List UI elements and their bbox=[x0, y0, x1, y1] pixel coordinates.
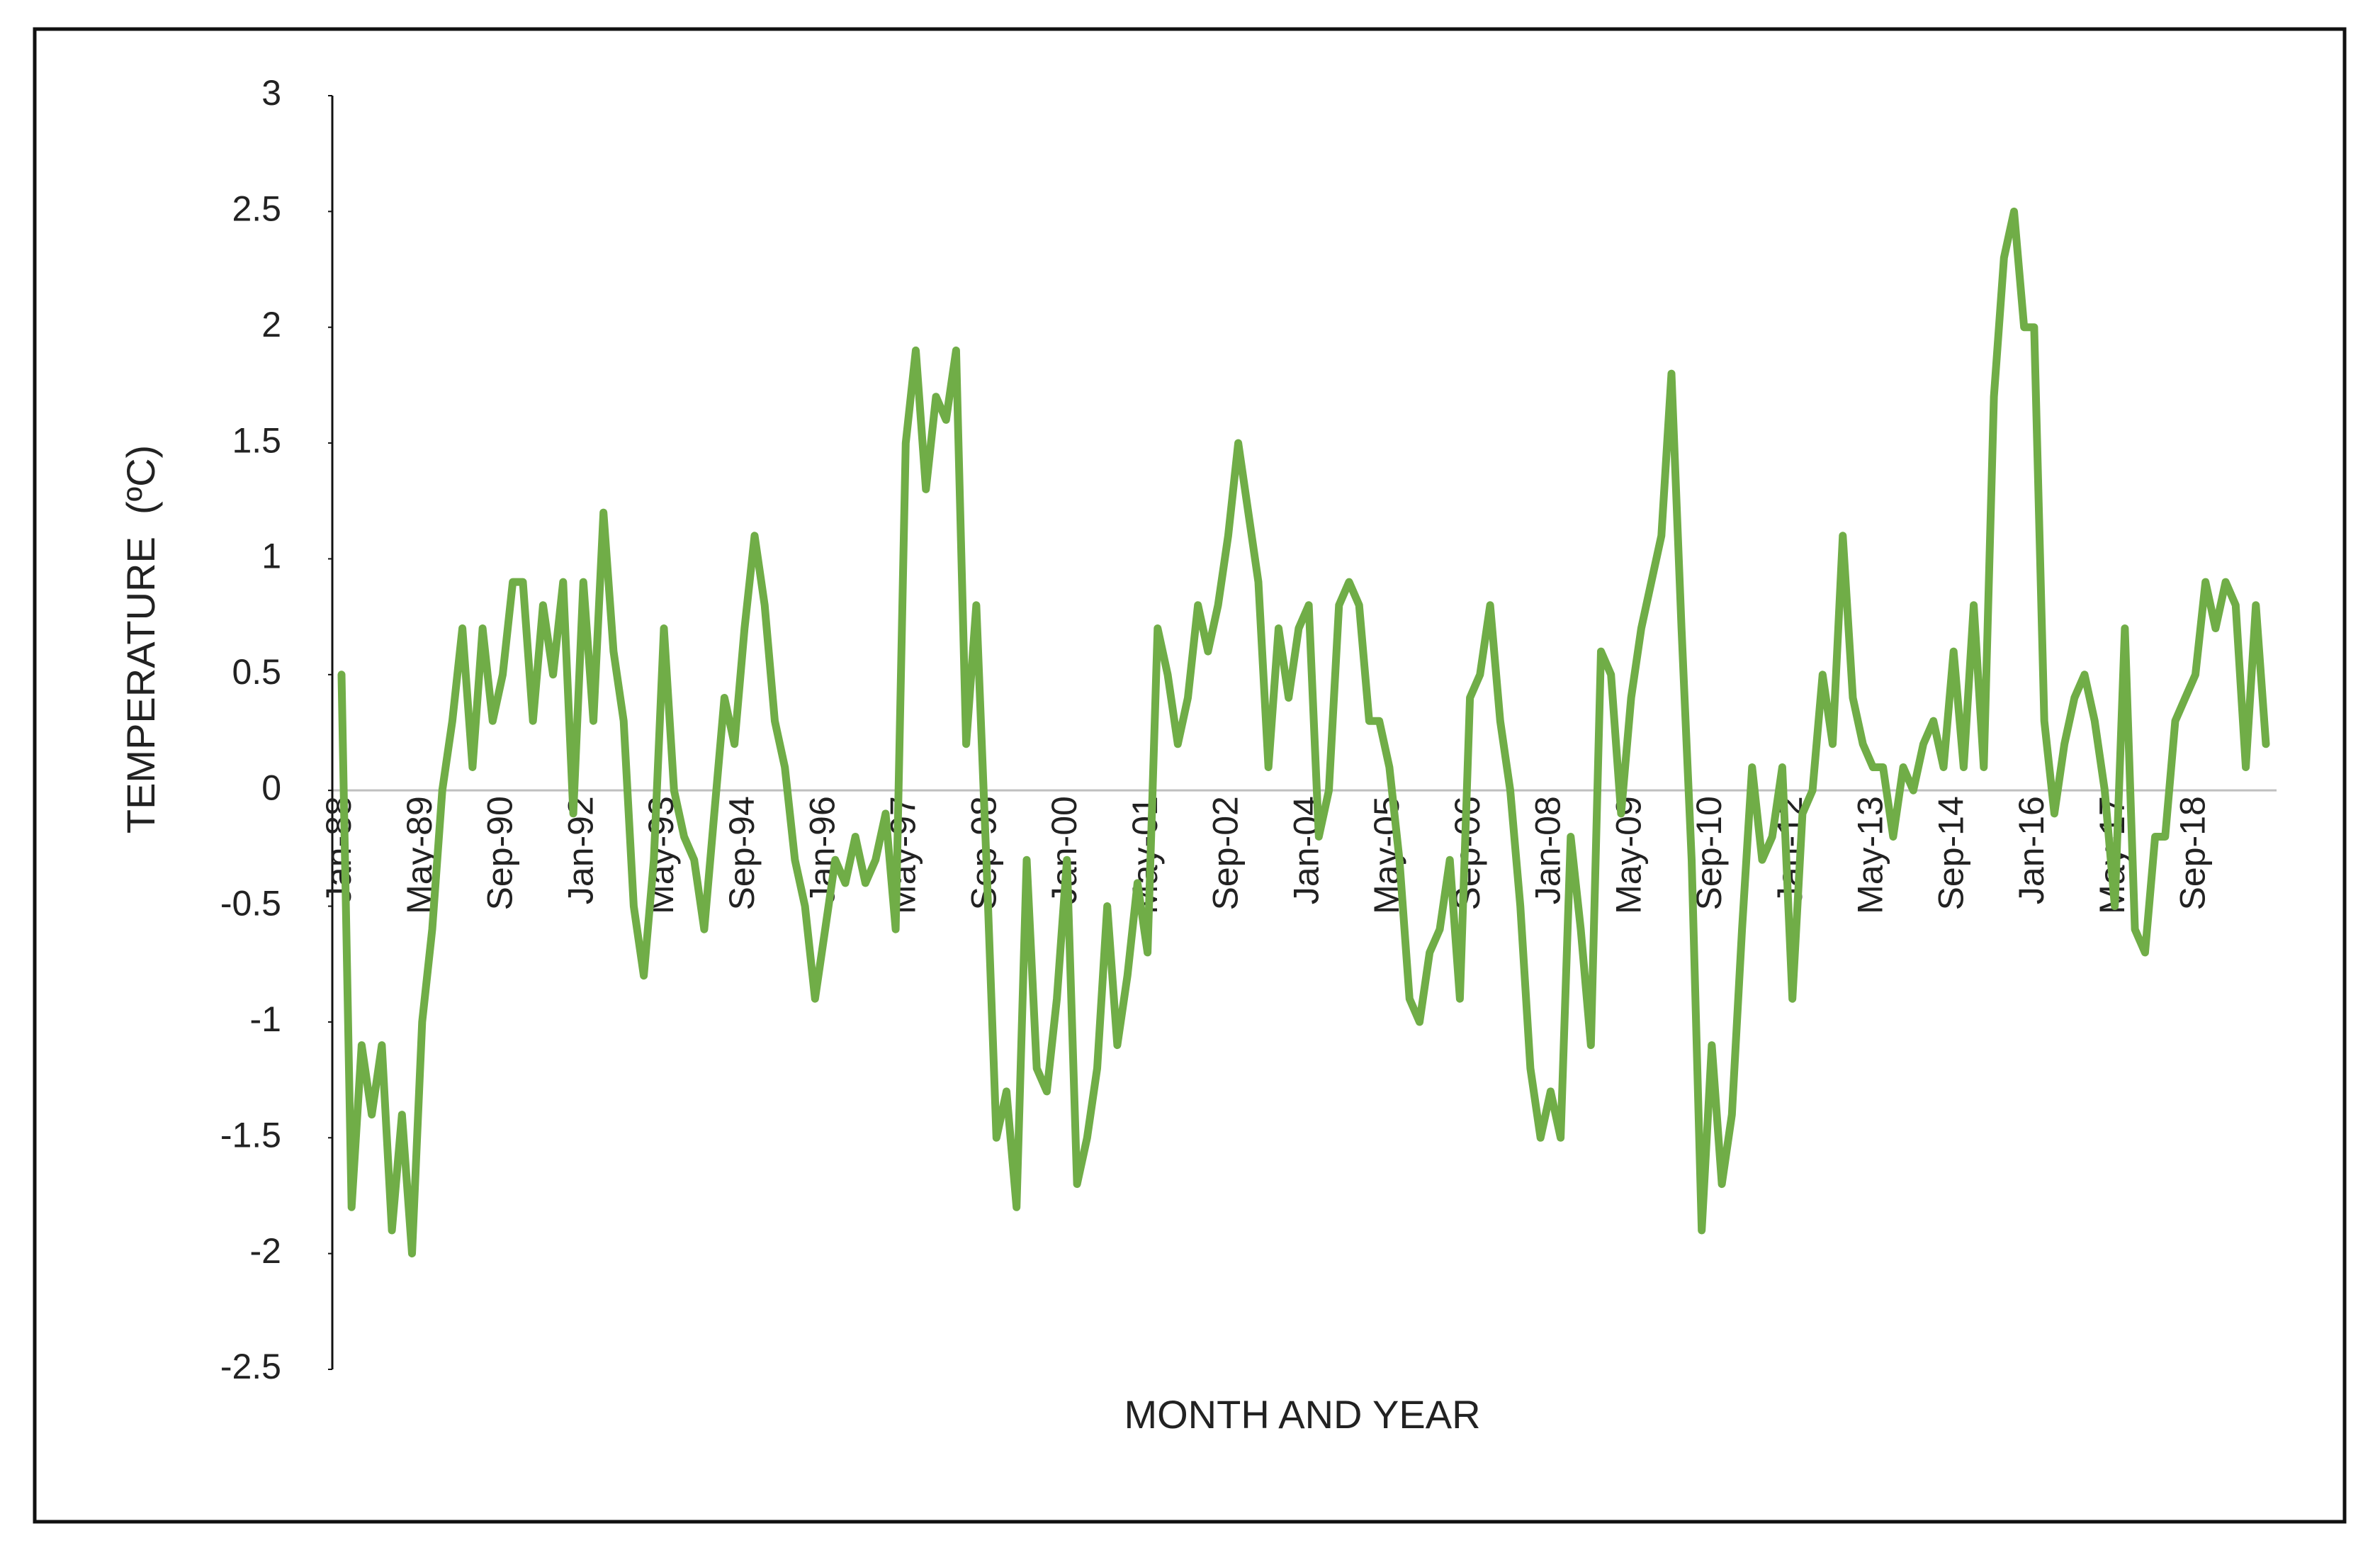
y-tick-label: 2.5 bbox=[232, 189, 281, 229]
x-tick-label: May-01 bbox=[1125, 796, 1165, 914]
y-tick-label: 1 bbox=[261, 537, 281, 576]
y-tick-label: 3 bbox=[261, 73, 281, 113]
y-tick-label: -2.5 bbox=[220, 1347, 281, 1386]
x-tick-label: Sep-02 bbox=[1206, 796, 1246, 910]
x-tick-label: Sep-90 bbox=[480, 796, 520, 910]
chart-border bbox=[33, 27, 2347, 1524]
x-axis-title: MONTH AND YEAR bbox=[1124, 1392, 1480, 1437]
y-tick-label: 0.5 bbox=[232, 652, 281, 692]
x-tick-label: Sep-18 bbox=[2173, 796, 2213, 910]
y-tick-label: 0 bbox=[261, 768, 281, 807]
y-tick-label: -0.5 bbox=[220, 884, 281, 924]
data-line bbox=[337, 207, 2270, 1258]
x-tick-label: Jan-16 bbox=[2012, 796, 2051, 904]
x-tick-label: May-13 bbox=[1851, 796, 1890, 914]
x-tick-label: May-09 bbox=[1608, 796, 1648, 914]
y-tick-label: 1.5 bbox=[232, 420, 281, 460]
y-tick-label: -1 bbox=[250, 999, 281, 1039]
x-tick-label: Sep-14 bbox=[1931, 796, 1970, 910]
x-tick-label: Jan-08 bbox=[1528, 796, 1568, 904]
x-tick-label: Jan-92 bbox=[560, 796, 600, 904]
y-axis-title: TEMPERATURE (ºC) bbox=[118, 445, 163, 834]
x-tick-label: Sep-94 bbox=[722, 796, 762, 910]
x-tick-label: Jan-88 bbox=[319, 796, 359, 904]
y-tick-label: -1.5 bbox=[220, 1115, 281, 1155]
x-tick-label: Jan-96 bbox=[803, 796, 842, 904]
y-tick-label: 2 bbox=[261, 305, 281, 344]
y-tick-label: -2 bbox=[250, 1231, 281, 1271]
